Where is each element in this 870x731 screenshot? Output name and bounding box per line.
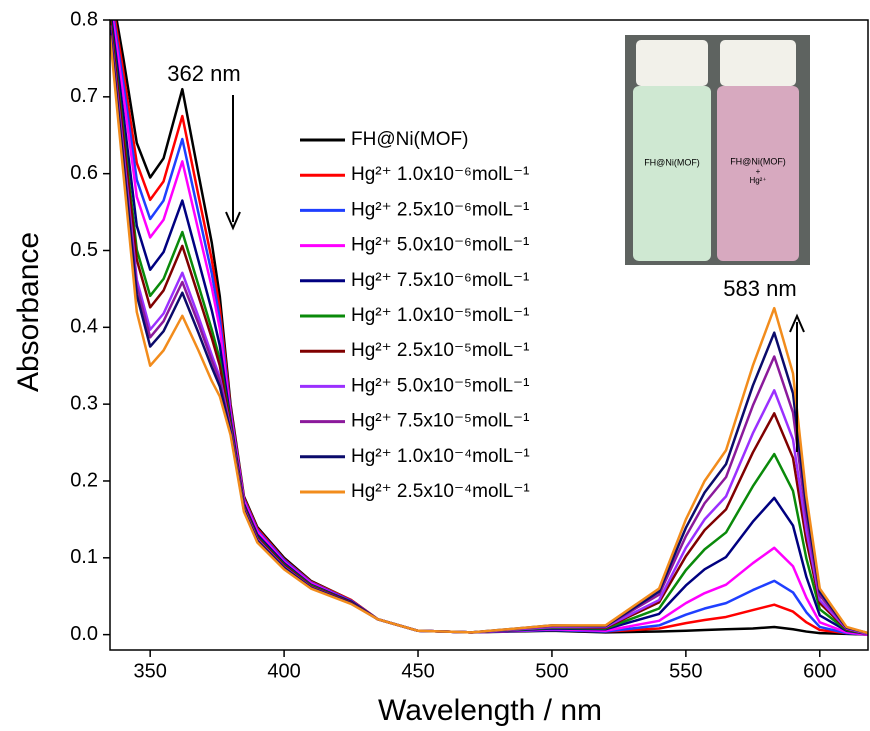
vial-cap: [720, 40, 796, 86]
arrow-head: [789, 313, 805, 333]
legend-label: Hg²⁺ 7.5x10⁻⁵molL⁻¹: [351, 411, 529, 432]
y-tick-label: 0.8: [70, 8, 98, 30]
legend-label: Hg²⁺ 5.0x10⁻⁵molL⁻¹: [351, 375, 529, 396]
inset-label: FH@Ni(MOF): [644, 157, 700, 167]
y-tick-label: 0.7: [70, 85, 98, 107]
x-tick-label: 500: [535, 660, 568, 682]
x-tick-label: 350: [133, 660, 166, 682]
legend-label: Hg²⁺ 1.0x10⁻⁴molL⁻¹: [351, 446, 530, 467]
y-tick-label: 0.0: [70, 623, 98, 645]
legend-label: FH@Ni(MOF): [351, 129, 468, 150]
legend-label: Hg²⁺ 5.0x10⁻⁶molL⁻¹: [351, 235, 529, 256]
y-tick-label: 0.6: [70, 162, 98, 184]
legend-label: Hg²⁺ 2.5x10⁻⁵molL⁻¹: [351, 340, 529, 361]
vial-cap: [636, 40, 708, 86]
vial-green: [633, 86, 711, 261]
y-tick-label: 0.5: [70, 239, 98, 261]
plot-lines: [110, 20, 868, 636]
y-tick-label: 0.4: [70, 316, 98, 338]
plot-frame: [109, 19, 869, 651]
y-axis-label: Absorbance: [12, 232, 45, 392]
vial-pink: [717, 86, 799, 261]
legend-label: Hg²⁺ 1.0x10⁻⁶molL⁻¹: [351, 164, 529, 185]
legend-label: Hg²⁺ 1.0x10⁻⁵molL⁻¹: [351, 305, 529, 326]
legend-label: Hg²⁺ 7.5x10⁻⁶molL⁻¹: [351, 270, 529, 291]
y-tick-label: 0.1: [70, 546, 98, 568]
x-axis-label: Wavelength / nm: [378, 694, 602, 727]
x-tick-label: 450: [401, 660, 434, 682]
annotation: 583 nm: [723, 276, 796, 301]
inset-label: Hg²⁺: [749, 176, 766, 185]
x-tick-label: 550: [669, 660, 702, 682]
annotation: 362 nm: [167, 61, 240, 86]
inset-label: +: [756, 167, 761, 176]
legend-label: Hg²⁺ 2.5x10⁻⁴molL⁻¹: [351, 481, 530, 502]
inset-label: FH@Ni(MOF): [730, 156, 786, 166]
spectrum-line: [110, 35, 868, 635]
x-tick-label: 400: [267, 660, 300, 682]
x-tick-label: 600: [803, 660, 836, 682]
legend-label: Hg²⁺ 2.5x10⁻⁶molL⁻¹: [351, 199, 529, 220]
y-tick-label: 0.2: [70, 469, 98, 491]
inset-photo: FH@Ni(MOF) FH@Ni(MOF) + Hg²⁺: [625, 35, 810, 265]
arrow-head: [225, 211, 241, 231]
y-tick-label: 0.3: [70, 392, 98, 414]
